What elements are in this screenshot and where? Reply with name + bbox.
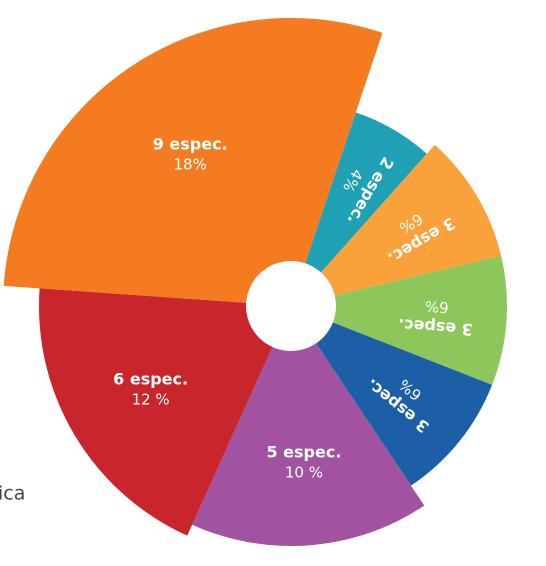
pie-slice — [192, 306, 425, 546]
pie-slice — [3, 18, 383, 307]
slice-value: 10 % — [285, 463, 323, 481]
pie-slice — [38, 288, 291, 536]
pie-slice — [291, 112, 427, 306]
slice-category: 6 espec. — [113, 369, 188, 388]
background-text: ica — [0, 483, 25, 505]
slice-category: 5 espec. — [266, 442, 341, 461]
pie-slice — [291, 306, 493, 486]
slice-value: 12 % — [132, 390, 170, 408]
pie-slice — [291, 255, 508, 385]
pie-slice — [291, 144, 502, 306]
slice-label: 5 espec. 10 % — [266, 442, 341, 481]
slice-value: 18% — [174, 156, 207, 174]
slice-label: 6 espec. 12 % — [113, 369, 188, 408]
slice-label: 9 espec. 18% — [153, 135, 228, 174]
slice-value: 6% — [424, 297, 449, 317]
center-hole — [246, 261, 336, 351]
slice-category: 9 espec. — [153, 135, 228, 154]
